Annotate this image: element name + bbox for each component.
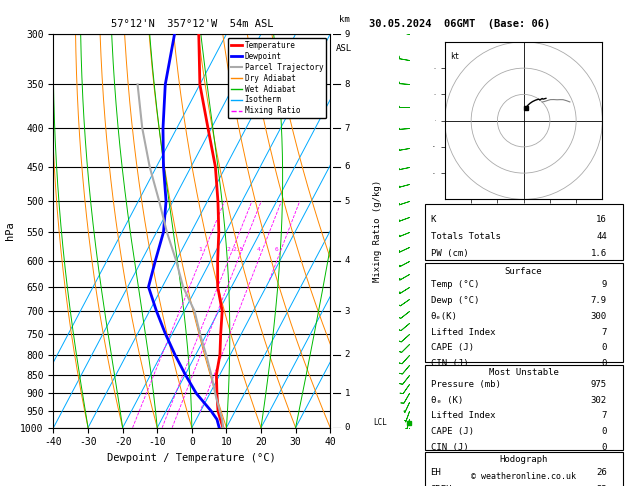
Text: 1: 1 <box>198 247 202 252</box>
Text: 57°12'N  357°12'W  54m ASL: 57°12'N 357°12'W 54m ASL <box>111 19 273 29</box>
Text: 1.6: 1.6 <box>591 249 607 258</box>
Text: 4: 4 <box>345 256 350 265</box>
Text: EH: EH <box>430 468 442 477</box>
FancyBboxPatch shape <box>425 262 623 362</box>
Text: 0: 0 <box>345 423 350 432</box>
Text: kt: kt <box>450 52 459 61</box>
FancyBboxPatch shape <box>425 452 623 486</box>
Text: 0: 0 <box>601 427 607 436</box>
Legend: Temperature, Dewpoint, Parcel Trajectory, Dry Adiabat, Wet Adiabat, Isotherm, Mi: Temperature, Dewpoint, Parcel Trajectory… <box>228 38 326 119</box>
Text: 6: 6 <box>275 247 279 252</box>
Text: Totals Totals: Totals Totals <box>430 232 501 241</box>
Text: θₑ(K): θₑ(K) <box>430 312 457 321</box>
Text: 30.05.2024  06GMT  (Base: 06): 30.05.2024 06GMT (Base: 06) <box>369 19 550 29</box>
Text: PW (cm): PW (cm) <box>430 249 468 258</box>
Text: Dewp (°C): Dewp (°C) <box>430 296 479 305</box>
Text: CIN (J): CIN (J) <box>430 443 468 452</box>
Text: 1: 1 <box>345 389 350 398</box>
Text: Most Unstable: Most Unstable <box>489 368 559 377</box>
Text: 300: 300 <box>591 312 607 321</box>
Text: 44: 44 <box>596 232 607 241</box>
Text: 9: 9 <box>601 280 607 290</box>
Text: 26: 26 <box>596 468 607 477</box>
Text: SREH: SREH <box>430 485 452 486</box>
Text: km: km <box>339 15 350 24</box>
Text: K: K <box>430 215 436 225</box>
Text: 6: 6 <box>345 162 350 171</box>
Text: ASL: ASL <box>337 44 352 52</box>
Text: © weatheronline.co.uk: © weatheronline.co.uk <box>471 472 576 481</box>
Text: LCL: LCL <box>373 418 387 427</box>
Text: 7: 7 <box>601 328 607 337</box>
Text: 0: 0 <box>601 443 607 452</box>
Text: θₑ (K): θₑ (K) <box>430 396 463 405</box>
X-axis label: Dewpoint / Temperature (°C): Dewpoint / Temperature (°C) <box>108 453 276 463</box>
Text: Surface: Surface <box>505 266 542 276</box>
Text: 302: 302 <box>591 396 607 405</box>
Text: 2: 2 <box>345 350 350 359</box>
Text: 16: 16 <box>596 215 607 225</box>
Text: Lifted Index: Lifted Index <box>430 411 495 420</box>
Text: 2: 2 <box>226 247 230 252</box>
Text: 7: 7 <box>345 123 350 133</box>
Text: Lifted Index: Lifted Index <box>430 328 495 337</box>
Text: 0: 0 <box>601 359 607 368</box>
Text: 7: 7 <box>601 411 607 420</box>
Text: CAPE (J): CAPE (J) <box>430 427 474 436</box>
FancyBboxPatch shape <box>425 364 623 450</box>
Text: 0: 0 <box>601 344 607 352</box>
Text: 8: 8 <box>345 80 350 89</box>
Text: 5: 5 <box>345 196 350 206</box>
Text: Mixing Ratio (g/kg): Mixing Ratio (g/kg) <box>373 180 382 282</box>
Text: CAPE (J): CAPE (J) <box>430 344 474 352</box>
Text: 3: 3 <box>345 307 350 315</box>
Text: 2.5: 2.5 <box>232 247 243 252</box>
Text: 7.9: 7.9 <box>591 296 607 305</box>
Text: 4: 4 <box>257 247 260 252</box>
Y-axis label: hPa: hPa <box>4 222 14 240</box>
Text: 9: 9 <box>345 30 350 38</box>
Text: 975: 975 <box>591 380 607 389</box>
Text: Hodograph: Hodograph <box>499 455 548 464</box>
Text: Pressure (mb): Pressure (mb) <box>430 380 501 389</box>
Text: 22: 22 <box>596 485 607 486</box>
Text: Temp (°C): Temp (°C) <box>430 280 479 290</box>
FancyBboxPatch shape <box>425 204 623 260</box>
Text: CIN (J): CIN (J) <box>430 359 468 368</box>
